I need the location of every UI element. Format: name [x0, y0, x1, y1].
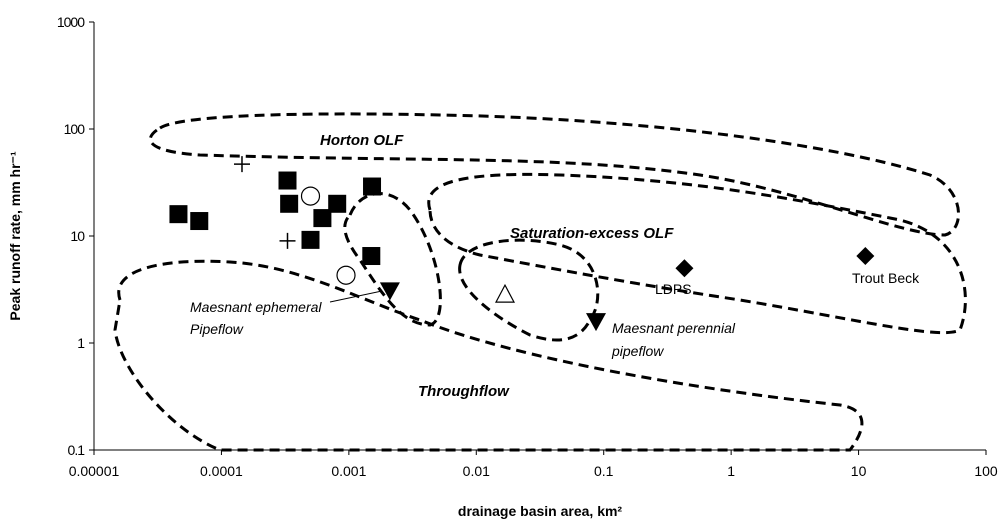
point — [300, 186, 321, 206]
x-axis-title: drainage basin area, km² — [458, 503, 623, 519]
point — [363, 177, 382, 196]
arrow — [329, 290, 383, 303]
horton-envelope — [148, 112, 960, 237]
y-tick-label: 1 — [77, 335, 85, 351]
point — [675, 259, 694, 278]
y-tick-label: 0.1 — [68, 442, 86, 458]
annotation: Pipeflow — [190, 321, 244, 337]
annotation: LDPS — [655, 281, 692, 297]
y-tick-label: 10 — [70, 228, 85, 244]
annotation: Horton OLF — [320, 132, 404, 149]
x-tick-label: 0.0001 — [200, 463, 243, 479]
annotation: Maesnant ephemeral — [190, 299, 322, 315]
y-tick-label: 100 — [64, 121, 86, 137]
x-tick-label: 0.00001 — [69, 463, 120, 479]
envelopes — [113, 112, 967, 452]
x-tick-label: 0.001 — [331, 463, 366, 479]
y-axis-title: Peak runoff rate, mm hr⁻¹ — [7, 151, 23, 321]
point — [362, 247, 381, 266]
pipe-envelope — [343, 192, 442, 327]
x-tick-label: 0.01 — [463, 463, 490, 479]
point — [190, 212, 209, 231]
point — [279, 232, 296, 249]
annotation: Maesnant perennial — [612, 320, 736, 336]
point — [856, 247, 875, 266]
point — [278, 171, 297, 190]
x-tick-label: 0.1 — [594, 463, 614, 479]
point — [169, 205, 188, 224]
point — [233, 156, 250, 173]
point — [495, 283, 515, 303]
x-tick-label: 10 — [851, 463, 867, 479]
annotation: Trout Beck — [852, 270, 920, 286]
point — [379, 282, 400, 301]
x-tick-label: 1 — [727, 463, 735, 479]
saturation-envelope — [427, 172, 967, 335]
point — [586, 313, 607, 332]
point — [301, 230, 320, 249]
point — [280, 194, 299, 213]
point — [328, 194, 347, 213]
y-tick-label: 1000 — [57, 14, 85, 30]
annotation: Throughflow — [418, 383, 510, 400]
point — [336, 265, 356, 285]
annotation: pipeflow — [611, 343, 664, 359]
point — [313, 209, 332, 228]
annotation: Saturation-excess OLF — [510, 225, 674, 242]
throughflow-envelope — [113, 259, 864, 452]
x-tick-label: 100 — [974, 463, 998, 479]
